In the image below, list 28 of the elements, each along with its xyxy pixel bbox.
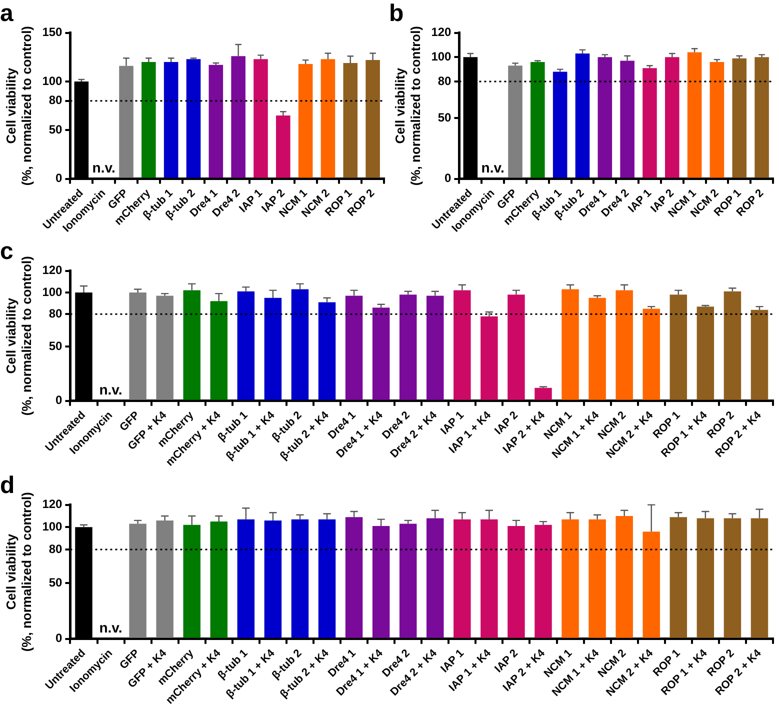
y-tick-label: 80 bbox=[48, 306, 63, 320]
y-tick-label: 0 bbox=[444, 171, 452, 186]
y-axis-title: Cell viability (%, normalized to control) bbox=[3, 26, 34, 186]
y-tick-label: 120 bbox=[431, 25, 452, 40]
y-tick-label: 100 bbox=[431, 49, 452, 64]
y-tick-label: 150 bbox=[42, 25, 63, 40]
y-tick-label: 50 bbox=[48, 122, 63, 136]
y-tick-label: 80 bbox=[48, 542, 63, 556]
y-tick-label: 100 bbox=[42, 284, 63, 299]
y-tick-label: 100 bbox=[42, 74, 63, 88]
y-tick-label: 100 bbox=[42, 519, 63, 534]
chart-title: b bbox=[389, 0, 404, 28]
y-tick-label: 0 bbox=[56, 171, 63, 186]
annotation: n.v. bbox=[92, 160, 116, 176]
y-tick-label: 50 bbox=[48, 338, 63, 353]
y-tick-label: 80 bbox=[48, 93, 63, 108]
y-tick-label: 50 bbox=[438, 110, 452, 124]
annotation: n.v. bbox=[99, 382, 122, 398]
y-tick-label: 50 bbox=[48, 575, 63, 590]
y-tick-label: 120 bbox=[42, 263, 63, 278]
y-tick-label: 120 bbox=[42, 497, 63, 512]
annotation: n.v. bbox=[481, 160, 504, 176]
y-tick-label: 0 bbox=[56, 631, 63, 646]
chart-title: a bbox=[0, 0, 14, 28]
y-tick-label: 80 bbox=[438, 74, 452, 88]
y-tick-label: 0 bbox=[56, 393, 63, 408]
annotation: n.v. bbox=[99, 620, 122, 636]
y-axis-title: Cell viability (%, normalized to control) bbox=[392, 26, 423, 186]
